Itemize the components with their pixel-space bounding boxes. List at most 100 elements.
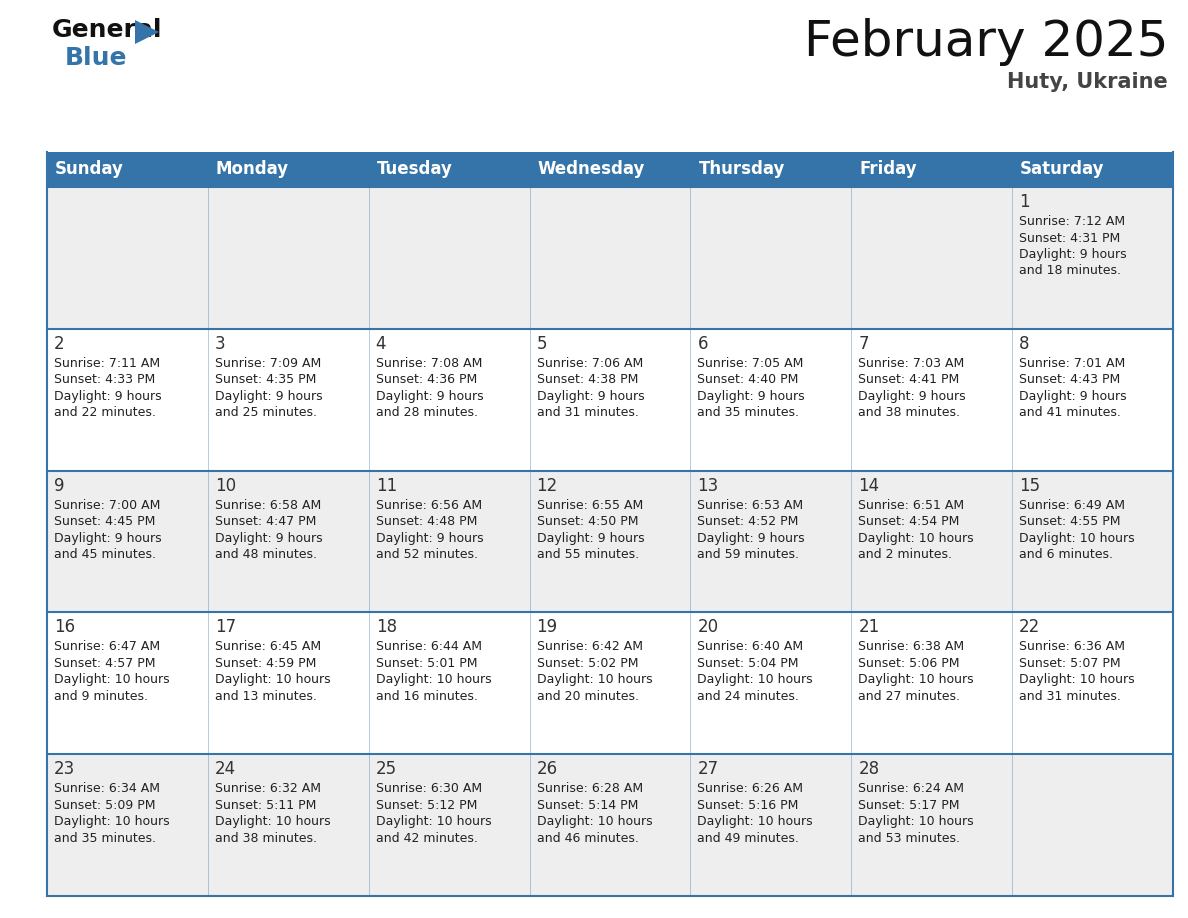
Text: 14: 14	[858, 476, 879, 495]
Text: Sunset: 4:50 PM: Sunset: 4:50 PM	[537, 515, 638, 528]
Text: Daylight: 9 hours: Daylight: 9 hours	[697, 390, 805, 403]
Text: and 16 minutes.: and 16 minutes.	[375, 690, 478, 703]
Text: and 41 minutes.: and 41 minutes.	[1019, 407, 1121, 420]
Text: Daylight: 10 hours: Daylight: 10 hours	[375, 674, 492, 687]
Text: Sunday: Sunday	[55, 161, 124, 178]
Text: and 9 minutes.: and 9 minutes.	[53, 690, 148, 703]
Text: and 25 minutes.: and 25 minutes.	[215, 407, 317, 420]
Text: and 55 minutes.: and 55 minutes.	[537, 548, 639, 561]
Bar	[48, 329, 1173, 471]
Text: Blue: Blue	[65, 46, 127, 70]
Text: Sunrise: 6:42 AM: Sunrise: 6:42 AM	[537, 641, 643, 654]
Text: Daylight: 10 hours: Daylight: 10 hours	[858, 674, 974, 687]
Text: and 53 minutes.: and 53 minutes.	[858, 832, 960, 845]
Text: 21: 21	[858, 619, 879, 636]
Text: Sunrise: 6:49 AM: Sunrise: 6:49 AM	[1019, 498, 1125, 511]
Text: 9: 9	[53, 476, 64, 495]
Text: 11: 11	[375, 476, 397, 495]
Text: Daylight: 9 hours: Daylight: 9 hours	[1019, 390, 1126, 403]
Text: Sunset: 5:06 PM: Sunset: 5:06 PM	[858, 657, 960, 670]
Text: 26: 26	[537, 760, 557, 778]
Text: Sunset: 4:45 PM: Sunset: 4:45 PM	[53, 515, 156, 528]
Text: and 28 minutes.: and 28 minutes.	[375, 407, 478, 420]
Bar	[48, 612, 1173, 755]
Text: Sunset: 5:11 PM: Sunset: 5:11 PM	[215, 799, 316, 812]
Text: Sunrise: 7:08 AM: Sunrise: 7:08 AM	[375, 357, 482, 370]
Text: and 59 minutes.: and 59 minutes.	[697, 548, 800, 561]
Text: Sunset: 4:35 PM: Sunset: 4:35 PM	[215, 374, 316, 386]
Text: Sunset: 5:01 PM: Sunset: 5:01 PM	[375, 657, 478, 670]
Text: and 46 minutes.: and 46 minutes.	[537, 832, 638, 845]
Text: Daylight: 10 hours: Daylight: 10 hours	[53, 674, 170, 687]
Text: Daylight: 9 hours: Daylight: 9 hours	[858, 390, 966, 403]
Bar	[48, 152, 1173, 187]
Text: 8: 8	[1019, 335, 1030, 353]
Text: Daylight: 10 hours: Daylight: 10 hours	[697, 674, 813, 687]
Text: Thursday: Thursday	[699, 161, 785, 178]
Text: Sunrise: 6:32 AM: Sunrise: 6:32 AM	[215, 782, 321, 795]
Text: Sunrise: 6:58 AM: Sunrise: 6:58 AM	[215, 498, 321, 511]
Text: Daylight: 9 hours: Daylight: 9 hours	[215, 390, 322, 403]
Text: Daylight: 10 hours: Daylight: 10 hours	[697, 815, 813, 828]
Text: Daylight: 10 hours: Daylight: 10 hours	[375, 815, 492, 828]
Text: Daylight: 10 hours: Daylight: 10 hours	[53, 815, 170, 828]
Text: Sunset: 5:16 PM: Sunset: 5:16 PM	[697, 799, 798, 812]
Text: Sunrise: 6:38 AM: Sunrise: 6:38 AM	[858, 641, 965, 654]
Text: Sunrise: 7:09 AM: Sunrise: 7:09 AM	[215, 357, 321, 370]
Text: Daylight: 9 hours: Daylight: 9 hours	[537, 390, 644, 403]
Text: Sunrise: 6:28 AM: Sunrise: 6:28 AM	[537, 782, 643, 795]
Text: 23: 23	[53, 760, 75, 778]
Text: Daylight: 10 hours: Daylight: 10 hours	[215, 815, 330, 828]
Bar	[48, 755, 1173, 896]
Text: Sunset: 4:40 PM: Sunset: 4:40 PM	[697, 374, 798, 386]
Text: Sunset: 4:55 PM: Sunset: 4:55 PM	[1019, 515, 1120, 528]
Text: and 2 minutes.: and 2 minutes.	[858, 548, 953, 561]
Text: Sunset: 4:47 PM: Sunset: 4:47 PM	[215, 515, 316, 528]
Text: and 18 minutes.: and 18 minutes.	[1019, 264, 1121, 277]
Text: 13: 13	[697, 476, 719, 495]
Text: and 38 minutes.: and 38 minutes.	[215, 832, 317, 845]
Text: Sunrise: 6:55 AM: Sunrise: 6:55 AM	[537, 498, 643, 511]
Text: Sunset: 5:09 PM: Sunset: 5:09 PM	[53, 799, 156, 812]
Text: 1: 1	[1019, 193, 1030, 211]
Text: Daylight: 9 hours: Daylight: 9 hours	[53, 532, 162, 544]
Text: and 48 minutes.: and 48 minutes.	[215, 548, 317, 561]
Text: Sunrise: 6:44 AM: Sunrise: 6:44 AM	[375, 641, 481, 654]
Text: Sunset: 5:12 PM: Sunset: 5:12 PM	[375, 799, 478, 812]
Text: Sunrise: 6:24 AM: Sunrise: 6:24 AM	[858, 782, 965, 795]
Text: Sunset: 4:52 PM: Sunset: 4:52 PM	[697, 515, 798, 528]
Text: Sunrise: 7:00 AM: Sunrise: 7:00 AM	[53, 498, 160, 511]
Text: Sunrise: 6:53 AM: Sunrise: 6:53 AM	[697, 498, 803, 511]
Text: Sunset: 4:48 PM: Sunset: 4:48 PM	[375, 515, 478, 528]
Text: Sunset: 4:54 PM: Sunset: 4:54 PM	[858, 515, 960, 528]
Text: Daylight: 10 hours: Daylight: 10 hours	[215, 674, 330, 687]
Text: Saturday: Saturday	[1020, 161, 1105, 178]
Text: Daylight: 9 hours: Daylight: 9 hours	[53, 390, 162, 403]
Text: 28: 28	[858, 760, 879, 778]
Text: and 49 minutes.: and 49 minutes.	[697, 832, 800, 845]
Text: Daylight: 9 hours: Daylight: 9 hours	[1019, 248, 1126, 261]
Text: Sunrise: 6:34 AM: Sunrise: 6:34 AM	[53, 782, 160, 795]
Text: 27: 27	[697, 760, 719, 778]
Text: Sunrise: 6:40 AM: Sunrise: 6:40 AM	[697, 641, 803, 654]
Text: 22: 22	[1019, 619, 1041, 636]
Text: Sunset: 4:59 PM: Sunset: 4:59 PM	[215, 657, 316, 670]
Text: Monday: Monday	[216, 161, 289, 178]
Text: Sunset: 4:38 PM: Sunset: 4:38 PM	[537, 374, 638, 386]
Text: Sunrise: 6:30 AM: Sunrise: 6:30 AM	[375, 782, 482, 795]
Text: 24: 24	[215, 760, 236, 778]
Text: 12: 12	[537, 476, 558, 495]
Text: General: General	[52, 18, 163, 42]
Text: Sunset: 5:04 PM: Sunset: 5:04 PM	[697, 657, 798, 670]
Text: and 6 minutes.: and 6 minutes.	[1019, 548, 1113, 561]
Text: Sunrise: 6:51 AM: Sunrise: 6:51 AM	[858, 498, 965, 511]
Text: Sunrise: 7:05 AM: Sunrise: 7:05 AM	[697, 357, 804, 370]
Text: Daylight: 10 hours: Daylight: 10 hours	[858, 815, 974, 828]
Text: 20: 20	[697, 619, 719, 636]
Text: and 24 minutes.: and 24 minutes.	[697, 690, 800, 703]
Text: Sunset: 4:57 PM: Sunset: 4:57 PM	[53, 657, 156, 670]
Text: and 42 minutes.: and 42 minutes.	[375, 832, 478, 845]
Text: and 31 minutes.: and 31 minutes.	[1019, 690, 1121, 703]
Text: Daylight: 10 hours: Daylight: 10 hours	[537, 674, 652, 687]
Text: and 35 minutes.: and 35 minutes.	[53, 832, 156, 845]
